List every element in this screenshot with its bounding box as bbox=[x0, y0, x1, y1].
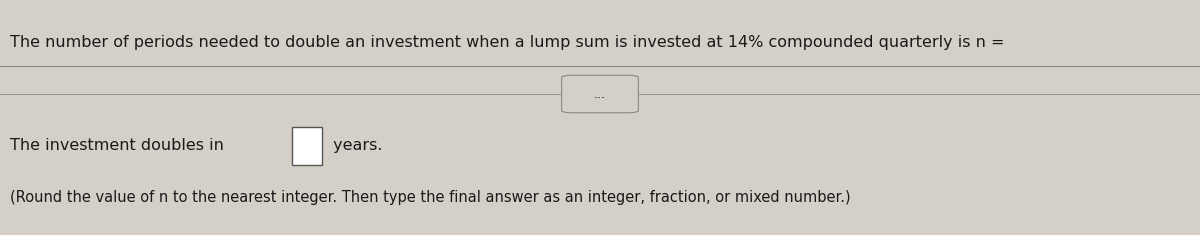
Text: The investment doubles in: The investment doubles in bbox=[10, 138, 228, 153]
FancyBboxPatch shape bbox=[292, 127, 322, 164]
Text: The number of periods needed to double an investment when a lump sum is invested: The number of periods needed to double a… bbox=[10, 35, 1009, 50]
FancyBboxPatch shape bbox=[562, 75, 638, 113]
Text: (Round the value of n to the nearest integer. Then type the final answer as an i: (Round the value of n to the nearest int… bbox=[10, 190, 851, 205]
Text: ...: ... bbox=[594, 87, 606, 101]
Text: years.: years. bbox=[328, 138, 383, 153]
